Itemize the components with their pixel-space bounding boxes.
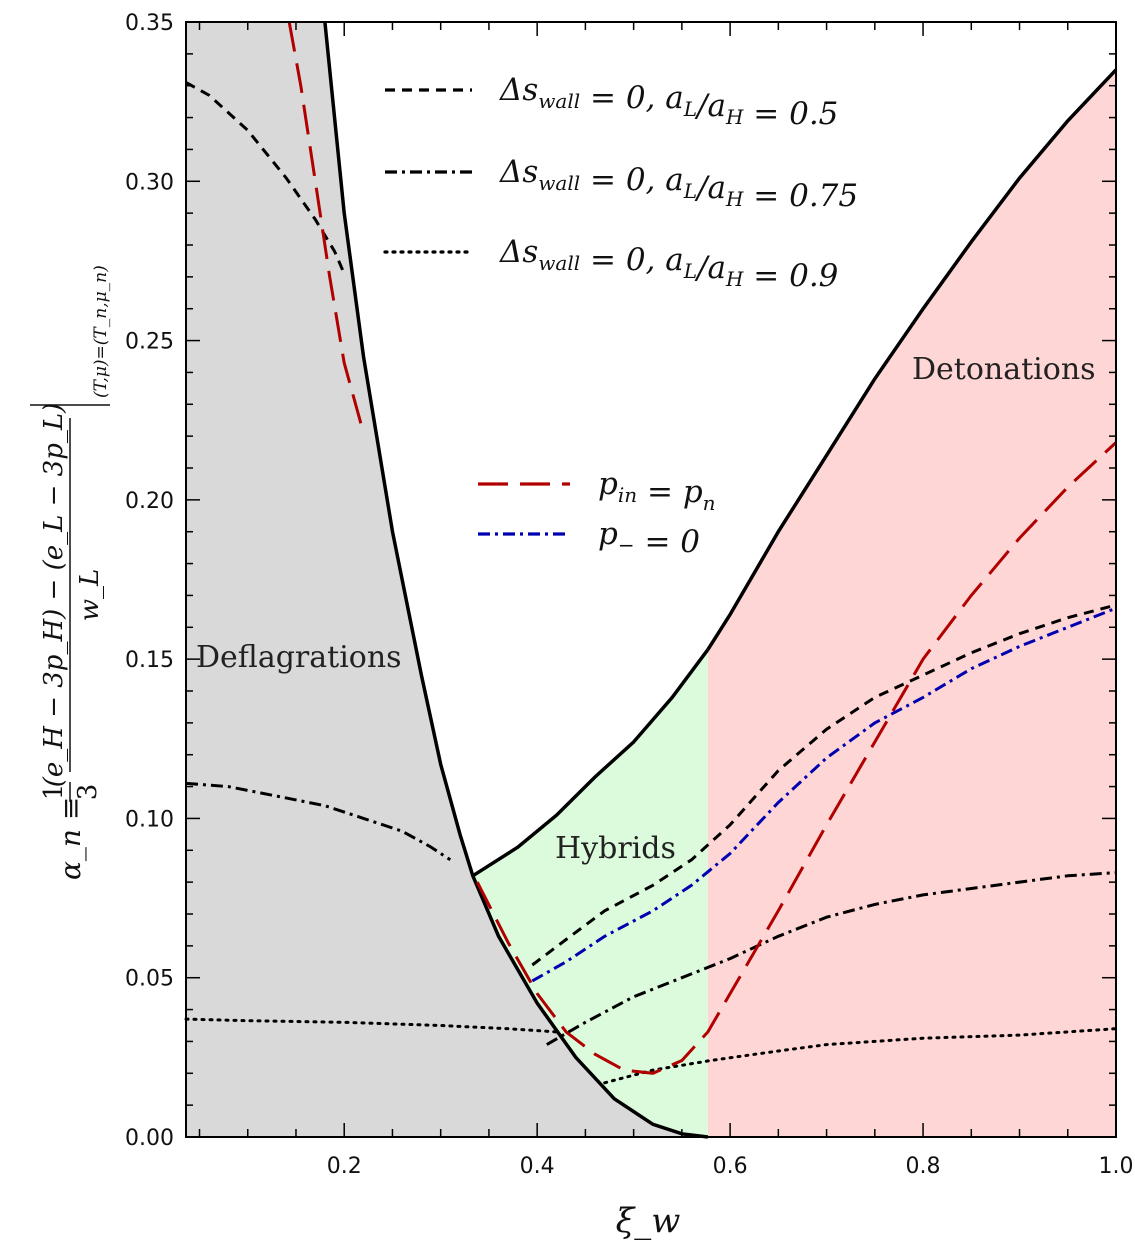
y-label-lhs: α_n ≡ — [54, 797, 87, 880]
y-label-frac1-num: 1 — [39, 784, 69, 801]
y-label-frac2-num: (e_H − 3p_H) − (e_L − 3p_L) — [39, 403, 69, 788]
series-line-ds_09-0 — [184, 1017, 558, 1034]
regions-layer — [186, 22, 1116, 1137]
x-tick-label: 0.2 — [327, 1154, 362, 1179]
y-label-frac1-den: 3 — [73, 784, 103, 801]
legend-label-pminus: p− = 0 — [598, 516, 700, 560]
series-line-pin_pn-0 — [287, 21, 365, 434]
y-tick-label: 0.15 — [125, 648, 174, 673]
y-tick-label: 0.30 — [125, 170, 174, 195]
x-tick-label: 0.8 — [906, 1154, 941, 1179]
plot-frame — [185, 21, 1117, 1138]
region-hybrids — [472, 649, 708, 1137]
series-lines-layer — [184, 21, 1118, 1085]
x-tick-label: 0.6 — [713, 1154, 748, 1179]
y-axis-label: α_n ≡ 1 3 (e_H − 3p_H) − (e_L − 3p_L) w_… — [30, 265, 111, 880]
y-tick-label: 0.20 — [125, 489, 174, 514]
series-line-pminus-0 — [531, 606, 1117, 983]
x-tick-label: 0.4 — [520, 1154, 555, 1179]
series-line-pin_pn-1 — [475, 441, 1118, 1075]
boundary-hybrid-top-line — [471, 648, 710, 878]
series-line-ds_075-0 — [185, 781, 452, 862]
legend-label-ds_05: Δswall = 0, aL/aH = 0.5 — [499, 72, 838, 132]
axis-ticks: 0.2 0.4 0.6 0.8 1.0 0.00 0.05 0.10 0.15 0.20 0.25 0… — [125, 11, 1133, 1179]
x-axis-label: ξ_w — [616, 1201, 681, 1241]
y-label-eval-subscript: (T,μ)=(T_n,μ_n) — [91, 265, 111, 398]
y-label-frac2-den: w_L — [75, 569, 105, 622]
legend-label-ds_075: Δswall = 0, aL/aH = 0.75 — [499, 154, 858, 214]
legend: Δswall = 0, aL/aH = 0.5 Δswall = 0, aL/aH… — [383, 72, 858, 560]
plot-border — [185, 21, 1117, 1138]
region-deflagrations — [186, 22, 708, 1137]
x-tick-label: 1.0 — [1099, 1154, 1134, 1179]
series-line-ds_09-1 — [603, 1027, 1118, 1085]
region-detonations — [707, 69, 1116, 1137]
legend-label-ds_09: Δswall = 0, aL/aH = 0.9 — [499, 234, 838, 294]
y-tick-label: 0.10 — [125, 807, 174, 832]
legend-label-pin_pn: pin = pn — [598, 466, 716, 515]
series-line-ds_075-1 — [546, 871, 1117, 1046]
series-line-ds_05-0 — [185, 81, 346, 275]
y-tick-label: 0.00 — [125, 1126, 174, 1151]
y-tick-label: 0.25 — [125, 330, 174, 355]
series-line-ds_05-1 — [531, 603, 1117, 967]
y-tick-label: 0.05 — [125, 967, 174, 992]
region-label-detonations: Detonations — [912, 352, 1096, 387]
region-label-deflagrations: Deflagrations — [196, 640, 402, 675]
boundary-lines-layer — [323, 21, 1118, 1139]
boundary-detonation-top-line — [706, 68, 1118, 651]
y-tick-label: 0.35 — [125, 11, 174, 36]
region-label-hybrids: Hybrids — [555, 831, 676, 866]
